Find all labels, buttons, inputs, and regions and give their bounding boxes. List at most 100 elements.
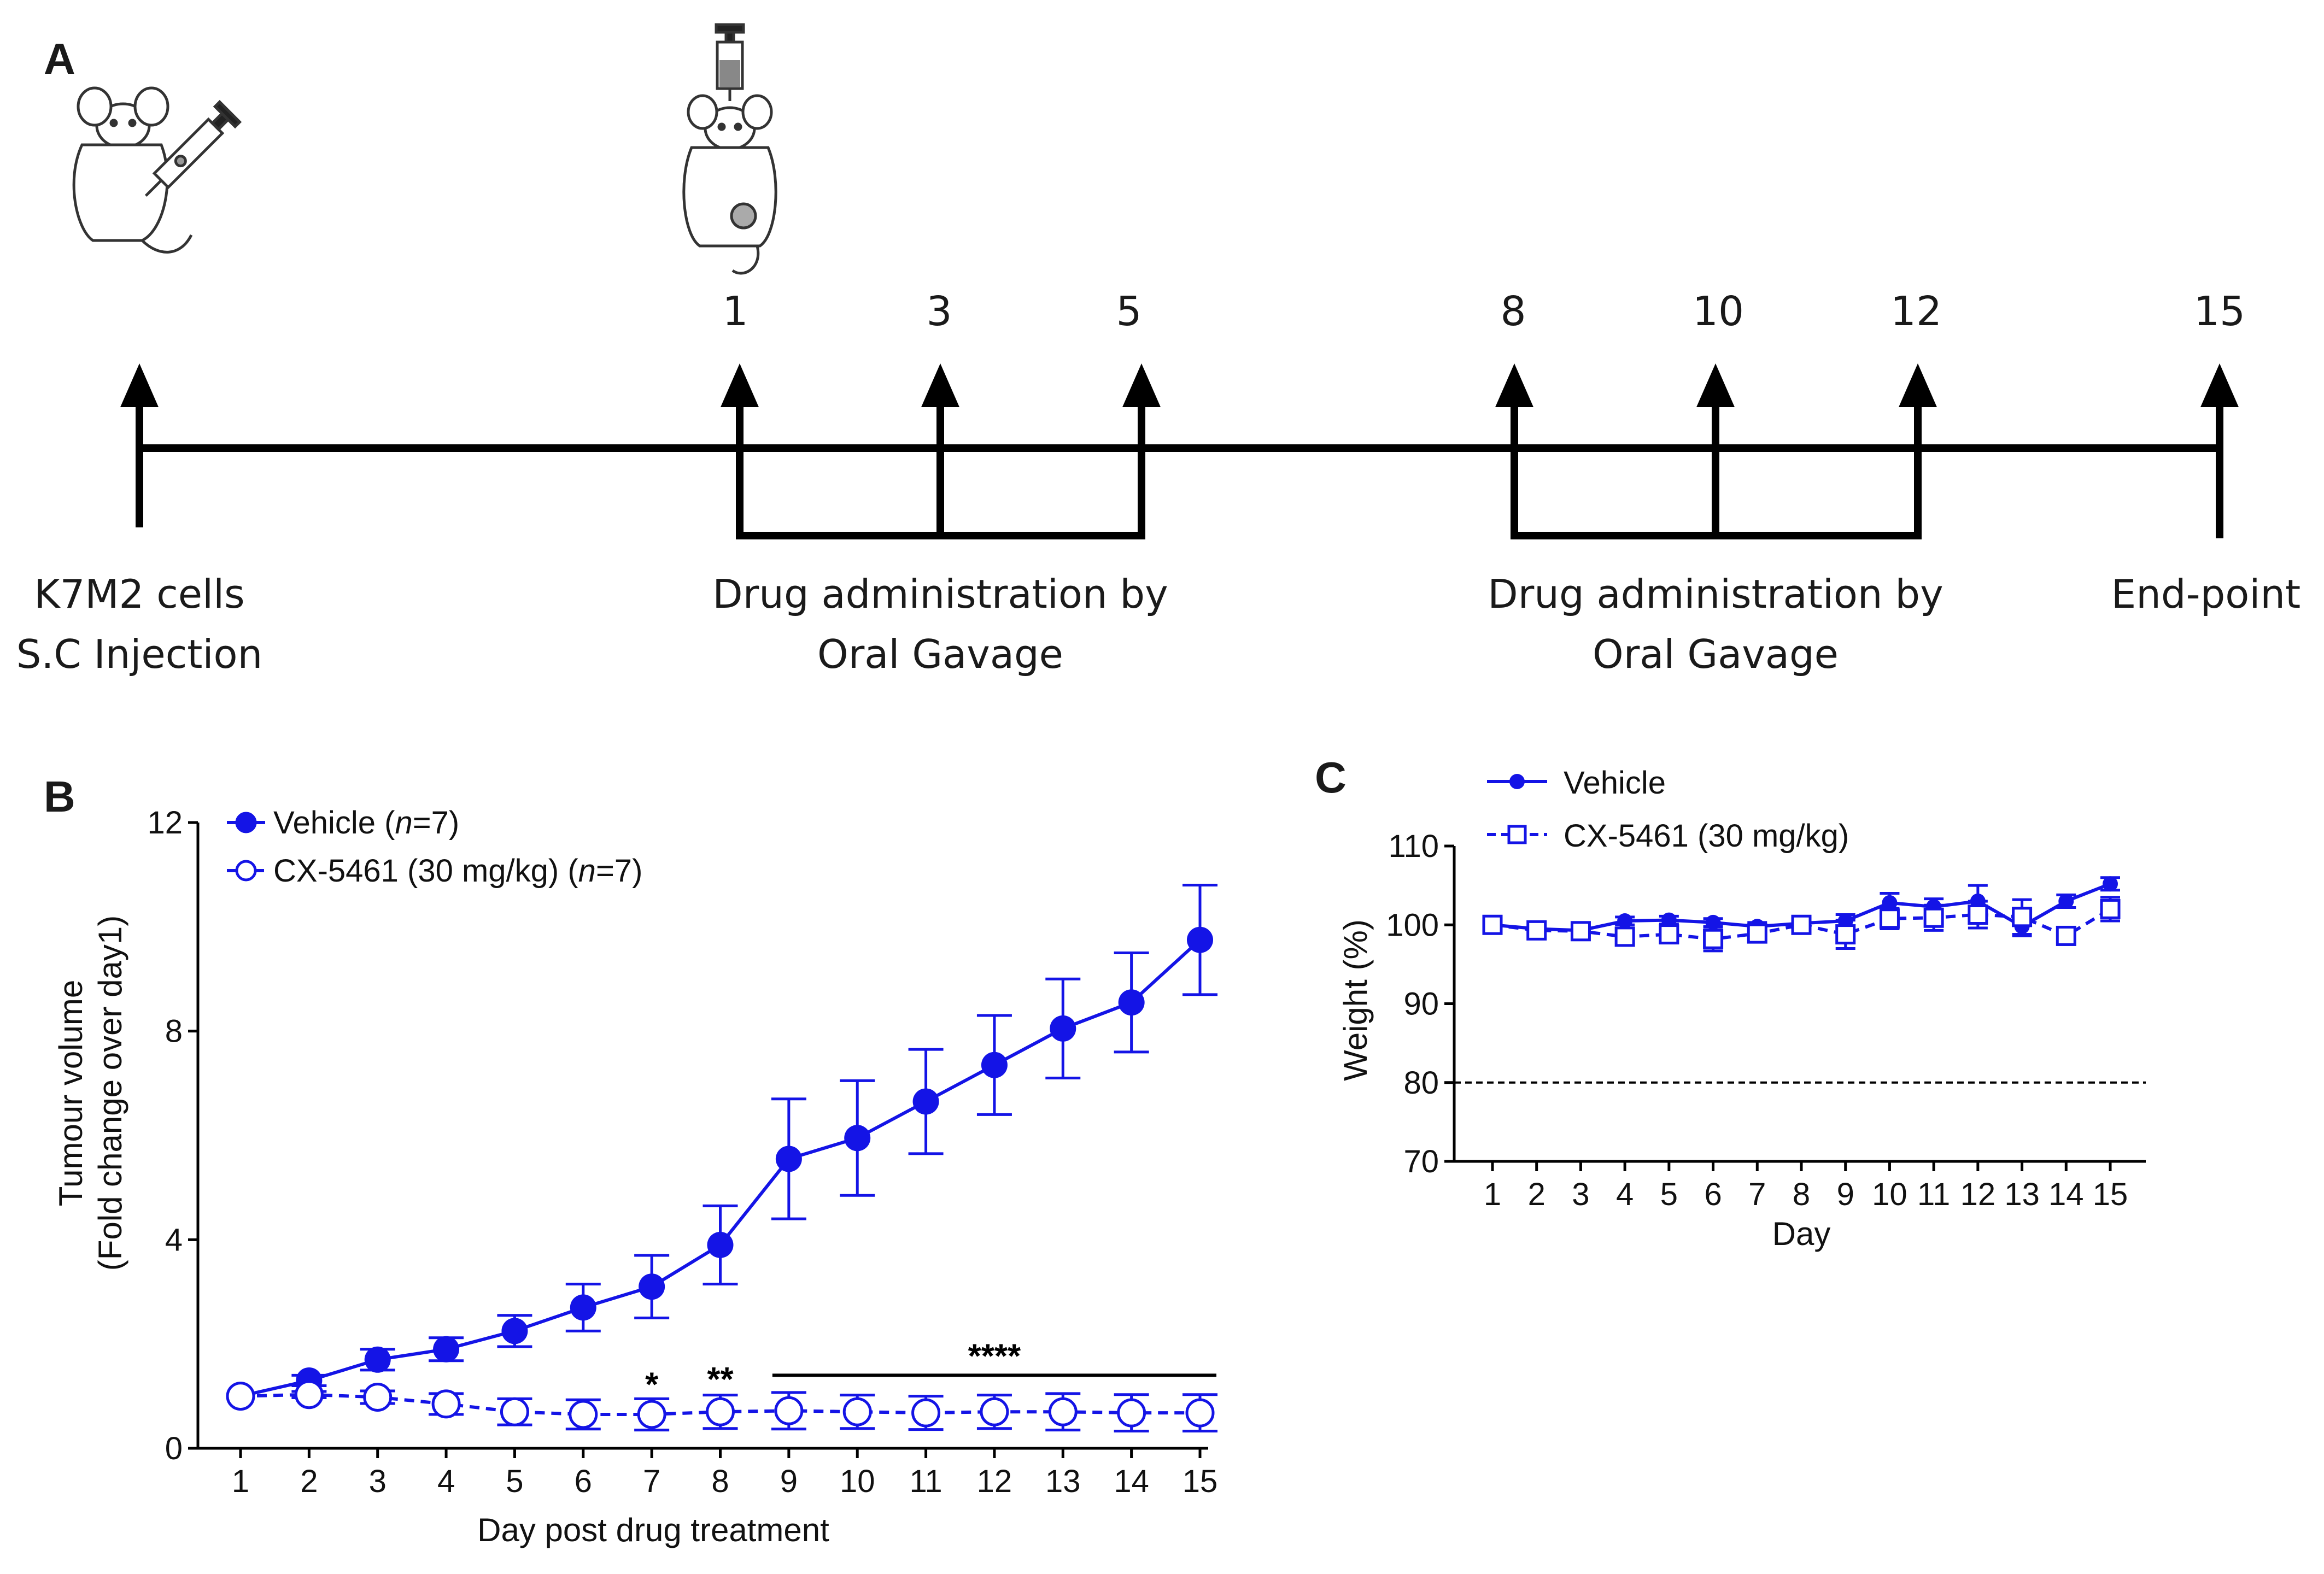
y-tick-label: 70 — [1403, 1144, 1439, 1179]
data-point — [569, 1400, 598, 1429]
data-point — [2058, 893, 2074, 909]
x-tick-label: 3 — [369, 1464, 387, 1499]
block1-label-line1: Drug administration by — [712, 571, 1168, 617]
data-point — [1117, 1398, 1146, 1428]
data-point — [363, 1382, 393, 1412]
timeline-labels: K7M2 cells S.C Injection Drug administra… — [16, 571, 2300, 677]
y-tick-label: 90 — [1403, 986, 1439, 1022]
data-point — [1923, 907, 1944, 928]
timeline-day: 8 — [1500, 288, 1526, 335]
x-tick-label: 1 — [232, 1464, 249, 1499]
data-point — [1617, 913, 1633, 929]
data-point — [1614, 926, 1635, 947]
legend-vehicle-marker — [1509, 774, 1525, 789]
x-tick-label: 4 — [437, 1464, 455, 1499]
series-1 — [1482, 896, 2121, 953]
data-point — [1968, 904, 1988, 925]
x-tick-label: 2 — [1528, 1177, 1546, 1212]
data-point — [1048, 1397, 1078, 1426]
x-tick-label: 13 — [1045, 1464, 1081, 1499]
x-tick-label: 12 — [1960, 1177, 1996, 1212]
y-tick-label: 12 — [147, 805, 183, 841]
end-label: End-point — [2111, 571, 2300, 617]
panel-b-label: B — [44, 772, 75, 821]
x-tick-label: 13 — [2004, 1177, 2040, 1212]
x-tick-label: 10 — [840, 1464, 875, 1499]
y-tick-label: 110 — [1389, 829, 1439, 864]
data-point — [1791, 914, 1812, 935]
block2-label-line1: Drug administration by — [1488, 571, 1943, 617]
x-tick-label: 14 — [1114, 1464, 1149, 1499]
chart-b-ylabel-line1: Tumour volume — [52, 980, 89, 1207]
legend-vehicle-marker — [235, 812, 257, 833]
significance-label: **** — [968, 1337, 1021, 1375]
data-point — [1661, 912, 1677, 928]
x-tick-label: 7 — [643, 1464, 660, 1499]
chart-b-xlabel: Day post drug treatment — [477, 1512, 829, 1548]
data-point — [842, 1397, 872, 1426]
data-point — [2103, 876, 2118, 892]
data-point — [364, 1346, 391, 1373]
legend-cx-label: CX-5461 (30 mg/kg) (n=7) — [273, 853, 642, 889]
x-tick-label: 11 — [1917, 1177, 1950, 1212]
data-point — [1482, 914, 1503, 935]
x-tick-label: 10 — [1872, 1177, 1907, 1212]
data-point — [294, 1380, 324, 1409]
timeline-day: 5 — [1116, 288, 1141, 335]
legend-cx-marker — [1507, 825, 1527, 844]
data-point — [1185, 1398, 1215, 1428]
x-tick-label: 1 — [1484, 1177, 1501, 1212]
data-point — [639, 1273, 665, 1300]
y-tick-label: 0 — [165, 1431, 183, 1466]
x-tick-label: 5 — [506, 1464, 523, 1499]
data-point — [1747, 923, 1767, 944]
data-point — [775, 1146, 802, 1172]
syringe-icon — [715, 23, 745, 101]
x-tick-label: 8 — [1793, 1177, 1810, 1212]
x-tick-label: 9 — [780, 1464, 798, 1499]
data-point — [1879, 908, 1900, 929]
data-point — [981, 1052, 1008, 1078]
data-point — [1526, 920, 1547, 941]
data-point — [2056, 925, 2076, 946]
y-tick-label: 100 — [1386, 907, 1439, 943]
weight-chart: Vehicle CX-5461 (30 mg/kg) Day Weight (%… — [1337, 765, 2146, 1252]
panel-a-label: A — [44, 34, 75, 83]
chart-b-ylabel-line2: (Fold change over day1) — [92, 915, 128, 1271]
data-point — [844, 1125, 871, 1152]
significance-label: ** — [707, 1361, 734, 1399]
chart-c-xlabel: Day — [1772, 1215, 1831, 1252]
data-point — [2012, 907, 2033, 927]
x-tick-label: 15 — [2093, 1177, 2128, 1212]
data-point — [1570, 921, 1591, 942]
timeline-axis — [120, 363, 2239, 539]
data-point — [912, 1088, 939, 1115]
y-tick-label: 80 — [1403, 1065, 1439, 1101]
timeline-day: 15 — [2194, 288, 2245, 335]
data-point — [706, 1397, 735, 1426]
data-point — [1835, 924, 1856, 945]
x-tick-label: 7 — [1748, 1177, 1766, 1212]
tumour-volume-chart: Vehicle (n=7) CX-5461 (30 mg/kg) (n=7) D… — [52, 805, 1217, 1548]
x-tick-label: 3 — [1572, 1177, 1589, 1212]
x-tick-label: 11 — [909, 1464, 942, 1499]
panel-c-label: C — [1315, 753, 1347, 802]
mouse-with-tumour-icon — [682, 94, 777, 275]
data-point — [1118, 989, 1145, 1016]
data-point — [2100, 898, 2121, 919]
legend-vehicle-label: Vehicle — [1564, 765, 1666, 801]
data-point — [500, 1397, 529, 1426]
data-point — [1050, 1015, 1076, 1042]
timeline-day: 3 — [926, 288, 952, 335]
data-point — [431, 1389, 461, 1419]
start-label-line2: S.C Injection — [16, 631, 262, 677]
x-tick-label: 2 — [300, 1464, 318, 1499]
data-point — [1882, 895, 1898, 911]
series-0 — [227, 884, 1217, 1409]
x-tick-label: 14 — [2048, 1177, 2084, 1212]
x-tick-label: 6 — [1704, 1177, 1722, 1212]
block1-label-line2: Oral Gavage — [817, 631, 1063, 677]
block2-label-line2: Oral Gavage — [1593, 631, 1839, 677]
x-tick-label: 6 — [575, 1464, 592, 1499]
